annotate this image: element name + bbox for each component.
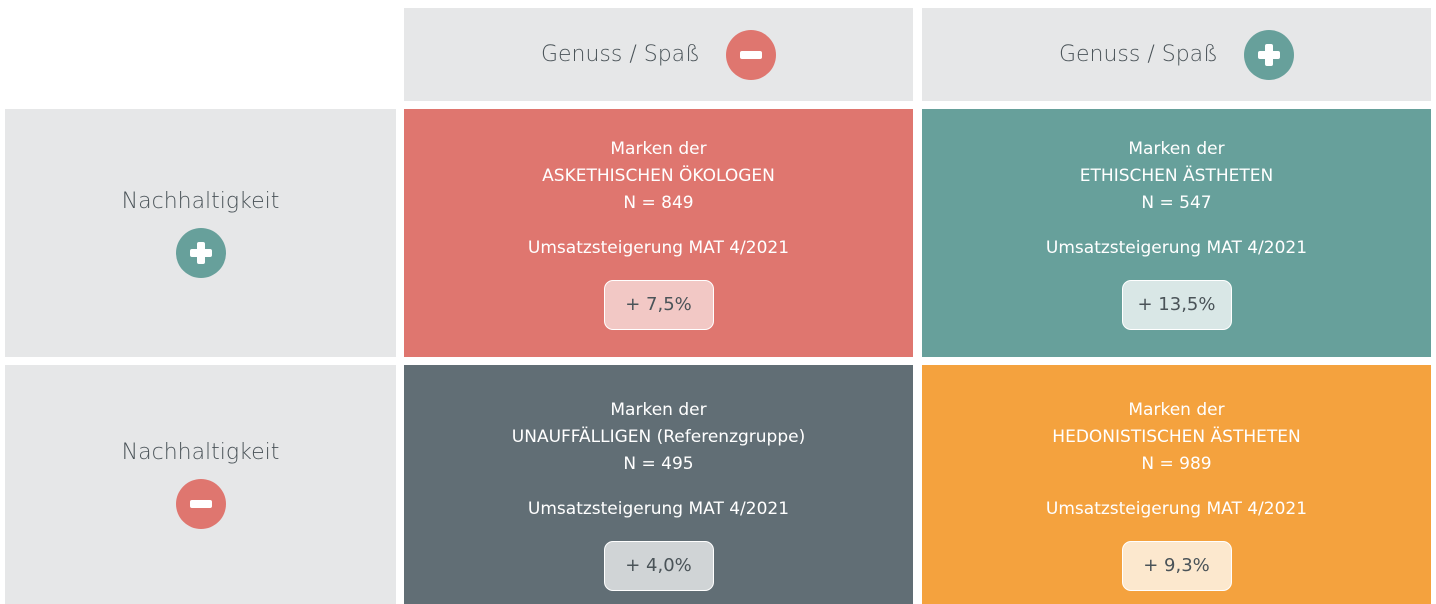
- cell-metric: Umsatzsteigerung MAT 4/2021: [1045, 238, 1308, 258]
- cell-metric: Umsatzsteigerung MAT 4/2021: [1045, 498, 1308, 519]
- cell-group-name: HEDONISTISCHEN ÄSTHETEN: [1052, 426, 1301, 447]
- matrix-cell: Marken der ASKETHISCHEN ÖKOLOGEN N = 849 Um…: [404, 109, 913, 357]
- cell-group-name: ASKETHISCHEN ÖKOLOGEN: [542, 166, 775, 186]
- row-header: Nachhaltigkeit: [5, 365, 396, 604]
- cell-value-badge: + 9,3%: [1121, 540, 1232, 591]
- minus-icon: [175, 479, 226, 529]
- cell-line: Marken der: [610, 399, 707, 420]
- cell-value-badge: + 7,5%: [603, 280, 714, 330]
- row-label: Nachhaltigkeit: [121, 440, 280, 465]
- column-label: Genuss / Spaß: [540, 42, 701, 67]
- column-header: Genuss / Spaß: [922, 8, 1431, 101]
- row-header: Nachhaltigkeit: [5, 109, 396, 357]
- cell-line: Marken der: [1128, 139, 1225, 159]
- matrix-cell: Marken der UNAUFFÄLLIGEN (Referenzgruppe)…: [404, 365, 913, 604]
- column-label: Genuss / Spaß: [1058, 42, 1219, 67]
- cell-line: Marken der: [1128, 399, 1225, 420]
- cell-count: N = 495: [623, 453, 694, 474]
- cell-metric: Umsatzsteigerung MAT 4/2021: [527, 238, 790, 258]
- cell-group-name: ETHISCHEN ÄSTHETEN: [1079, 166, 1274, 186]
- matrix-cell: Marken der HEDONISTISCHEN ÄSTHETEN N = 989…: [922, 365, 1431, 604]
- cell-line: Marken der: [610, 139, 707, 159]
- column-header: Genuss / Spaß: [404, 8, 913, 101]
- plus-icon: [175, 227, 226, 278]
- plus-icon: [1244, 29, 1295, 80]
- row-label: Nachhaltigkeit: [121, 188, 280, 214]
- cell-count: N = 989: [1141, 453, 1212, 474]
- matrix-cell: Marken der ETHISCHEN ÄSTHETEN N = 547 Umsat…: [922, 109, 1431, 357]
- minus-icon: [726, 29, 777, 80]
- cell-count: N = 849: [623, 193, 694, 213]
- cell-value-badge: + 13,5%: [1121, 280, 1232, 330]
- cell-count: N = 547: [1141, 193, 1212, 213]
- cell-group-name: UNAUFFÄLLIGEN (Referenzgruppe): [511, 426, 806, 447]
- cell-value-badge: + 4,0%: [603, 540, 714, 591]
- cell-metric: Umsatzsteigerung MAT 4/2021: [527, 498, 790, 519]
